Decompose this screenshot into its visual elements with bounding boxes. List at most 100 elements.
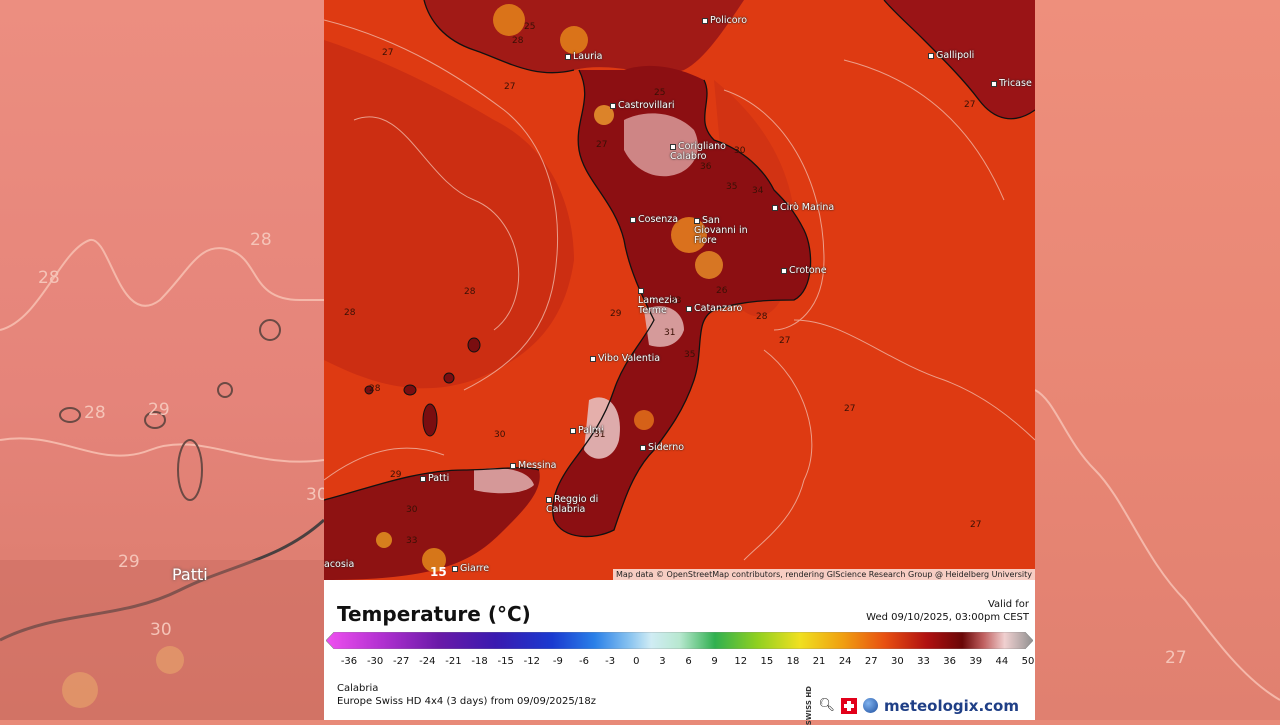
isoline-label: 35 bbox=[726, 182, 738, 192]
colorbar-tick-label: -21 bbox=[445, 656, 462, 667]
city-label: Vibo Valentia bbox=[590, 354, 660, 364]
city-label: Patti bbox=[420, 474, 449, 484]
brand-name: meteologix.com bbox=[884, 696, 1019, 715]
isoline-label: 27 bbox=[779, 336, 791, 346]
model-run: Europe Swiss HD 4x4 (3 days) from 09/09/… bbox=[337, 696, 597, 707]
isoline-label: 27 bbox=[844, 404, 856, 414]
city-label: Reggio di Calabria bbox=[546, 494, 599, 515]
city-marker bbox=[702, 17, 708, 24]
colorbar-tick-label: 0 bbox=[633, 656, 640, 667]
colorbar-tick-label: 3 bbox=[659, 656, 666, 667]
city-label: Corigliano Calabro bbox=[670, 141, 726, 162]
colorbar-tick-label: 15 bbox=[760, 656, 774, 667]
isoline-label: 15 bbox=[430, 565, 447, 579]
colorbar-tick-label: -30 bbox=[366, 656, 384, 667]
magnifier-icon: 🔍︎ bbox=[818, 698, 836, 714]
city-label: Crotone bbox=[781, 266, 827, 276]
background-isoline-label: 28 bbox=[38, 268, 60, 288]
background-isoline-label: 29 bbox=[148, 400, 170, 420]
city-marker bbox=[630, 216, 636, 223]
city-label: Castrovillari bbox=[610, 101, 675, 111]
isoline-label: 27 bbox=[382, 48, 394, 58]
city-label: Tricase bbox=[991, 79, 1032, 89]
colorbar-tick-label: 24 bbox=[838, 656, 852, 667]
background-isoline-label: 28 bbox=[250, 230, 272, 250]
isoline-label: 35 bbox=[684, 350, 696, 360]
colorbar-tick-label: 36 bbox=[943, 656, 957, 667]
colorbar-tick-label: -3 bbox=[605, 656, 616, 667]
colorbar-tick-label: 39 bbox=[969, 656, 983, 667]
isoline-label: 27 bbox=[964, 100, 976, 110]
city-marker bbox=[638, 287, 644, 294]
isoline-label: 33 bbox=[406, 536, 418, 546]
legend-panel: Temperature (°C) Valid for Wed 09/10/202… bbox=[324, 580, 1035, 725]
isoline-label: 28 bbox=[464, 287, 476, 297]
isoline-label: 30 bbox=[734, 146, 746, 156]
region-name: Calabria bbox=[337, 683, 379, 694]
colorbar-tick-label: -9 bbox=[552, 656, 563, 667]
isoline-label: 34 bbox=[752, 186, 764, 196]
city-label: Lamezia Terme bbox=[638, 286, 684, 316]
forecast-panel: Policoro Gallipoli Tricase Lauria Castro… bbox=[324, 0, 1035, 725]
city-label: Lauria bbox=[565, 52, 603, 62]
background-isoline-label: 30 bbox=[150, 620, 172, 640]
map-layer bbox=[324, 0, 1035, 580]
colorbar-tick-label: 30 bbox=[891, 656, 904, 667]
city-label: Catanzaro bbox=[686, 304, 742, 314]
colorbar-tick-label: -27 bbox=[393, 656, 410, 667]
city-label: Policoro bbox=[702, 16, 747, 26]
colorbar-tick-label: 18 bbox=[786, 656, 800, 667]
isoline-label: 25 bbox=[524, 22, 536, 32]
city-marker bbox=[781, 267, 787, 274]
city-label: Messina bbox=[510, 461, 556, 471]
background-left-contours bbox=[0, 238, 324, 720]
isoline-label: 28 bbox=[756, 312, 768, 322]
isoline-label: 28 bbox=[512, 36, 524, 46]
city-label: Cirò Marina bbox=[772, 203, 834, 213]
isoline-label: 28 bbox=[369, 384, 381, 394]
city-label: Giarre bbox=[452, 564, 489, 574]
city-label: Cosenza bbox=[630, 215, 678, 225]
brand-block[interactable]: SWISS HD 🔍︎ meteologix.com bbox=[805, 686, 1028, 725]
city-marker bbox=[772, 204, 778, 211]
isoline-label: 28 bbox=[344, 308, 356, 318]
city-label: Gallipoli bbox=[928, 51, 974, 61]
colorbar-tick-label: -18 bbox=[471, 656, 488, 667]
background-right: 27 bbox=[1035, 0, 1280, 720]
map-attribution: Map data © OpenStreetMap contributors, r… bbox=[613, 569, 1035, 580]
isoline-label: 31 bbox=[594, 430, 606, 440]
city-label: Siderno bbox=[640, 443, 684, 453]
colorbar-tick-label: -24 bbox=[419, 656, 436, 667]
isoline-label: 33 bbox=[670, 296, 682, 306]
isoline-label: 30 bbox=[406, 505, 418, 515]
background-isoline-label: 28 bbox=[84, 403, 106, 423]
temperature-map[interactable]: Policoro Gallipoli Tricase Lauria Castro… bbox=[324, 0, 1035, 580]
isoline-label: 31 bbox=[664, 328, 676, 338]
isoline-label: 27 bbox=[504, 82, 516, 92]
city-marker bbox=[694, 217, 700, 224]
forecast-info: Calabria Europe Swiss HD 4x4 (3 days) fr… bbox=[337, 682, 596, 708]
city-marker bbox=[610, 102, 616, 109]
valid-label: Valid for bbox=[987, 599, 1029, 610]
valid-time-block: Valid for Wed 09/10/2025, 03:00pm CEST bbox=[866, 598, 1029, 624]
temperature-colorbar bbox=[326, 632, 1033, 649]
city-marker bbox=[570, 427, 576, 434]
colorbar-tick-label: 12 bbox=[734, 656, 748, 667]
background-left: 28 28 28 29 29 30 30 Patti bbox=[0, 0, 324, 720]
city-marker bbox=[452, 565, 458, 572]
city-marker bbox=[670, 143, 676, 150]
isoline-label: 25 bbox=[654, 88, 666, 98]
isoline-label: 29 bbox=[610, 309, 622, 319]
city-marker bbox=[928, 52, 934, 59]
city-marker bbox=[510, 462, 516, 469]
city-marker bbox=[420, 475, 426, 482]
isoline-label: 36 bbox=[700, 162, 712, 172]
city-marker bbox=[686, 305, 692, 312]
colorbar-tick-label: 33 bbox=[917, 656, 930, 667]
colorbar-tick-label: -36 bbox=[340, 656, 358, 667]
background-isoline-label: 27 bbox=[1165, 648, 1187, 668]
background-isoline-label: 30 bbox=[306, 485, 324, 505]
isoline-label: 27 bbox=[970, 520, 982, 530]
swiss-flag-icon bbox=[841, 697, 858, 714]
colorbar-tick-label: -12 bbox=[523, 656, 540, 667]
